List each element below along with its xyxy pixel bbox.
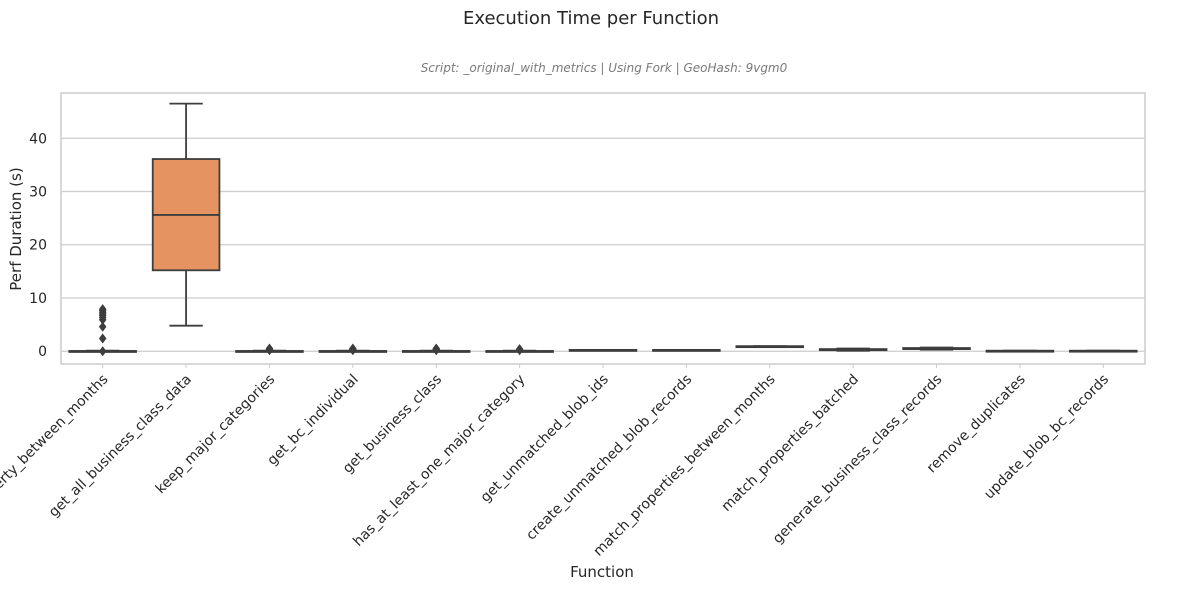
box-match_properties_batched (818, 347, 888, 352)
chart-subtitle: Script: _original_with_metrics | Using F… (421, 61, 788, 75)
outlier-point (98, 346, 107, 357)
outlier-point (98, 333, 107, 344)
box-match_property_between_months (68, 304, 137, 357)
outlier-point (515, 344, 524, 355)
box-generate_business_class_records (902, 346, 971, 351)
x-tick-label: create_unmatched_blob_records (523, 372, 695, 544)
box-has_at_least_one_major_category (485, 344, 554, 356)
box-match_properties_between_months (735, 345, 805, 349)
x-axis-ticks: match_property_between_monthsget_all_bus… (0, 364, 1112, 560)
y-axis-label: Perf Duration (s) (7, 167, 25, 290)
y-tick-label: 30 (29, 184, 47, 200)
x-tick-label: match_properties_batched (719, 372, 862, 515)
outlier-point (98, 304, 107, 315)
outlier-point (98, 321, 107, 332)
outlier-point (349, 343, 357, 354)
box-get_business_class (401, 343, 471, 356)
box-series (68, 102, 1138, 357)
x-tick-label: match_properties_between_months (591, 372, 779, 560)
box-get_unmatched_blob_ids (568, 348, 638, 352)
box-keep_major_categories (235, 343, 304, 356)
grid-lines (61, 137, 1145, 352)
y-tick-label: 40 (29, 131, 47, 147)
x-tick-label: generate_business_class_records (770, 372, 946, 548)
box-get_bc_individual (318, 343, 388, 356)
x-tick-label: get_all_business_class_data (46, 372, 195, 521)
outlier-point (265, 343, 274, 354)
y-tick-label: 0 (38, 344, 47, 360)
x-axis-label: Function (570, 563, 634, 581)
chart-title: Execution Time per Function (463, 8, 719, 29)
x-tick-label: has_at_least_one_major_category (350, 372, 528, 550)
y-tick-label: 10 (29, 291, 47, 307)
box-remove_duplicates (985, 349, 1055, 353)
box-update_blob_bc_records (1069, 349, 1138, 353)
box-get_all_business_class_data (151, 102, 221, 327)
y-tick-label: 20 (29, 238, 47, 254)
plot-frame (60, 92, 1146, 365)
x-tick-label: get_bc_individual (264, 372, 361, 469)
y-axis-ticks: 0 10 20 30 40 (29, 131, 47, 360)
outlier-point (432, 343, 441, 354)
box-create_unmatched_blob_records (652, 348, 721, 352)
